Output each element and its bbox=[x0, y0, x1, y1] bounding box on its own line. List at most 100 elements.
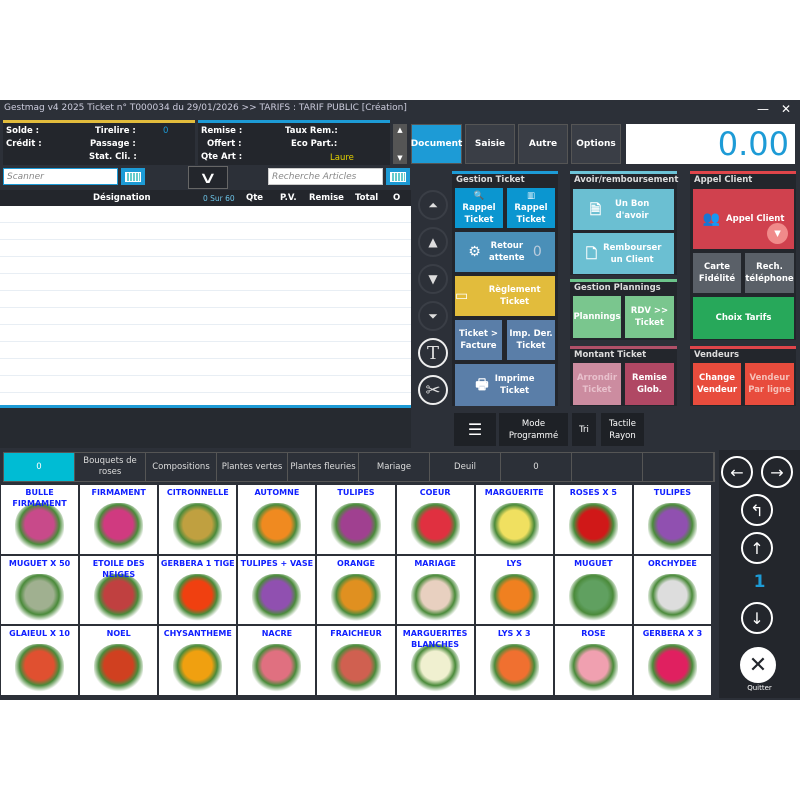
scanner-input[interactable]: Scanner bbox=[3, 168, 118, 185]
product-tile[interactable]: COEUR bbox=[396, 485, 474, 554]
bon-avoir-button[interactable]: 🗎 Un Bon d'avoir bbox=[573, 189, 674, 230]
product-tile[interactable]: GLAIEUL X 10 bbox=[1, 626, 79, 695]
scroll-down-icon[interactable]: ▼ bbox=[397, 154, 403, 162]
scanner-keyboard-button[interactable] bbox=[121, 168, 145, 185]
category-tab[interactable] bbox=[572, 453, 643, 481]
category-tab[interactable]: Compositions bbox=[146, 453, 217, 481]
plannings-button[interactable]: Plannings bbox=[573, 296, 621, 338]
tab-options[interactable]: Options bbox=[571, 124, 621, 164]
text-button[interactable]: T bbox=[418, 338, 448, 368]
product-tile[interactable]: LYS bbox=[475, 555, 553, 625]
rappel-ticket-barcode-button[interactable]: ▥ Rappel Ticket bbox=[507, 188, 555, 228]
expand-button[interactable]: ∨ bbox=[188, 166, 228, 189]
product-image bbox=[173, 573, 223, 622]
product-tile[interactable]: AUTOMNE bbox=[238, 485, 316, 554]
minimize-button[interactable]: — bbox=[757, 102, 769, 116]
scroll-up-icon[interactable]: ▲ bbox=[397, 126, 403, 134]
product-name: COEUR bbox=[419, 488, 451, 497]
last-line-button[interactable]: ⏷ bbox=[418, 301, 448, 331]
product-image bbox=[410, 503, 460, 551]
search-articles-input[interactable]: Recherche Articles bbox=[268, 168, 383, 185]
product-tile[interactable]: FIRMAMENT bbox=[80, 485, 158, 554]
category-tab[interactable]: 0 bbox=[4, 453, 75, 481]
tactile-rayon-button[interactable]: Tactile Rayon bbox=[601, 413, 644, 446]
product-tile[interactable]: TULIPES + VASE bbox=[238, 555, 316, 625]
rdv-ticket-button[interactable]: RDV >> Ticket bbox=[625, 296, 674, 338]
product-name: CHYSANTHEME bbox=[163, 629, 232, 639]
product-name: MARGUERITE bbox=[484, 488, 544, 497]
close-button[interactable]: ✕ bbox=[781, 102, 792, 116]
printer-icon: 🖶 bbox=[475, 377, 489, 393]
category-tab[interactable]: 0 bbox=[501, 453, 572, 481]
previous-page-button[interactable]: ← bbox=[721, 456, 753, 488]
product-tile[interactable]: MUGUET X 50 bbox=[1, 555, 79, 625]
quit-button[interactable]: ✕ bbox=[740, 647, 776, 683]
tri-button[interactable]: Tri bbox=[572, 413, 596, 446]
reglement-ticket-button[interactable]: ▭ Règlement Ticket bbox=[455, 276, 555, 316]
arrondir-ticket-button[interactable]: Arrondir Ticket bbox=[573, 363, 621, 405]
rappel-ticket-search-button[interactable]: 🔍 Rappel Ticket bbox=[455, 188, 503, 228]
product-tile[interactable]: TULIPES bbox=[633, 485, 711, 554]
info-scrollbar[interactable]: ▲ ▼ bbox=[393, 124, 407, 164]
carte-fidelite-button[interactable]: Carte Fidélité bbox=[693, 253, 741, 293]
next-page-button[interactable]: → bbox=[761, 456, 793, 488]
product-tile[interactable]: GERBERA 1 TIGE bbox=[159, 555, 237, 625]
first-line-button[interactable]: ⏶ bbox=[418, 190, 448, 220]
product-tile[interactable]: ORCHYDEE bbox=[633, 555, 711, 625]
cut-button[interactable]: ✂ bbox=[418, 375, 448, 405]
choix-tarifs-button[interactable]: Choix Tarifs bbox=[693, 297, 794, 339]
filter-icon[interactable]: ▼ bbox=[767, 223, 788, 244]
next-line-button[interactable]: ▼ bbox=[418, 264, 448, 294]
product-tile[interactable]: ROSES X 5 bbox=[554, 485, 632, 554]
imp-der-ticket-button[interactable]: Imp. Der. Ticket bbox=[507, 320, 555, 360]
product-name: GERBERA 1 TIGE bbox=[160, 558, 235, 568]
mode-programme-button[interactable]: Mode Programmé bbox=[499, 413, 568, 446]
product-tile[interactable]: GERBERA X 3 bbox=[633, 626, 711, 695]
product-image bbox=[568, 573, 618, 622]
product-image bbox=[94, 644, 144, 692]
ticket-lines-table[interactable] bbox=[0, 206, 411, 405]
product-name: LYS bbox=[506, 558, 522, 568]
tab-document[interactable]: Document bbox=[411, 124, 462, 164]
product-tile[interactable]: ROSE bbox=[554, 626, 632, 695]
product-tile[interactable]: LYS X 3 bbox=[475, 626, 553, 695]
remise-globale-button[interactable]: Remise Glob. bbox=[625, 363, 674, 405]
change-vendeur-button[interactable]: Change Vendeur bbox=[693, 363, 741, 405]
scroll-up-button[interactable]: ↑ bbox=[741, 532, 773, 564]
category-tab[interactable]: Bouquets de roses bbox=[75, 453, 146, 481]
product-tile[interactable]: NACRE bbox=[238, 626, 316, 695]
montant-panel: Montant Ticket Arrondir Ticket Remise Gl… bbox=[570, 346, 677, 406]
tab-saisie[interactable]: Saisie bbox=[465, 124, 515, 164]
rembourser-client-button[interactable]: 🗋 Rembourser un Client bbox=[573, 233, 674, 274]
product-tile[interactable]: NOEL bbox=[80, 626, 158, 695]
product-tile[interactable]: ETOILE DES NEIGES bbox=[80, 555, 158, 625]
category-tab[interactable]: Mariage bbox=[359, 453, 430, 481]
product-tile[interactable]: TULIPES bbox=[317, 485, 395, 554]
search-keyboard-button[interactable] bbox=[386, 168, 410, 185]
category-tab[interactable]: Plantes fleuries bbox=[288, 453, 359, 481]
menu-button[interactable]: ☰ bbox=[454, 413, 496, 446]
vendeur-par-ligne-button[interactable]: Vendeur Par ligne bbox=[745, 363, 794, 405]
product-tile[interactable]: MARIAGE bbox=[396, 555, 474, 625]
category-tab[interactable] bbox=[643, 453, 714, 481]
appel-client-button[interactable]: 👥 Appel Client ▼ bbox=[693, 189, 794, 249]
ticket-facture-button[interactable]: Ticket > Facture bbox=[455, 320, 502, 360]
tab-autre[interactable]: Autre bbox=[518, 124, 568, 164]
product-tile[interactable]: CHYSANTHEME bbox=[159, 626, 237, 695]
category-tab[interactable]: Plantes vertes bbox=[217, 453, 288, 481]
back-button[interactable]: ↰ bbox=[741, 494, 773, 526]
product-tile[interactable]: MUGUET bbox=[554, 555, 632, 625]
prev-line-button[interactable]: ▲ bbox=[418, 227, 448, 257]
retour-attente-button[interactable]: ⚙ Retour attente 0 bbox=[455, 232, 555, 272]
product-tile[interactable]: BULLE FIRMAMENT bbox=[1, 485, 79, 554]
product-tile[interactable]: FRAICHEUR bbox=[317, 626, 395, 695]
imprime-ticket-button[interactable]: 🖶 Imprime Ticket bbox=[455, 364, 555, 406]
product-tile[interactable]: MARGUERITES BLANCHES bbox=[396, 626, 474, 695]
product-tile[interactable]: MARGUERITE bbox=[475, 485, 553, 554]
product-tile[interactable]: CITRONNELLE bbox=[159, 485, 237, 554]
product-name: MARIAGE bbox=[414, 558, 456, 568]
scroll-down-button[interactable]: ↓ bbox=[741, 602, 773, 634]
category-tab[interactable]: Deuil bbox=[430, 453, 501, 481]
rech-telephone-button[interactable]: Rech. téléphone bbox=[745, 253, 794, 293]
product-tile[interactable]: ORANGE bbox=[317, 555, 395, 625]
